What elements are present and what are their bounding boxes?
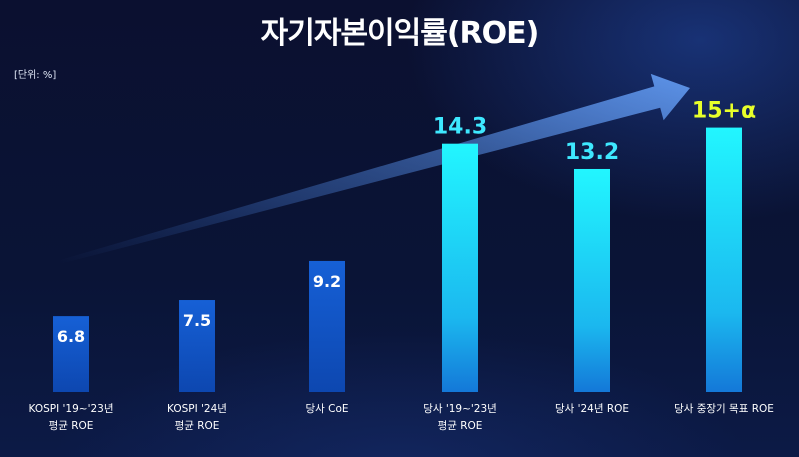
category-label-3-line-1: 당사 CoE (305, 403, 348, 415)
category-label-1-line-2: 평균 ROE (49, 420, 94, 432)
category-label-6-line-1: 당사 중장기 목표 ROE (674, 403, 774, 415)
bar-4 (442, 143, 478, 392)
category-label-1-line-1: KOSPI '19~'23년 (29, 403, 114, 415)
bar-5 (574, 168, 610, 392)
category-label-5-line-1: 당사 '24년 ROE (555, 403, 629, 415)
category-label-4-line-1: 당사 '19~'23년 (423, 403, 497, 415)
category-label-2-line-2: 평균 ROE (175, 420, 220, 432)
value-label-3: 9.2 (313, 272, 341, 291)
bar-6 (706, 127, 742, 393)
bar-1 (53, 316, 89, 392)
trend-arrow-icon (59, 73, 690, 264)
unit-label: [단위: %] (14, 70, 57, 81)
bar-3 (309, 260, 345, 392)
category-label-2-line-1: KOSPI '24년 (167, 403, 227, 415)
chart-title: 자기자본이익률(ROE) (260, 16, 540, 51)
category-label-4-line-2: 평균 ROE (438, 420, 483, 432)
bar-2 (179, 300, 215, 392)
value-label-2: 7.5 (183, 311, 211, 330)
value-label-6: 15+α (692, 99, 756, 124)
value-label-1: 6.8 (57, 327, 85, 346)
value-label-5: 13.2 (565, 140, 619, 165)
value-label-4: 14.3 (433, 115, 487, 140)
